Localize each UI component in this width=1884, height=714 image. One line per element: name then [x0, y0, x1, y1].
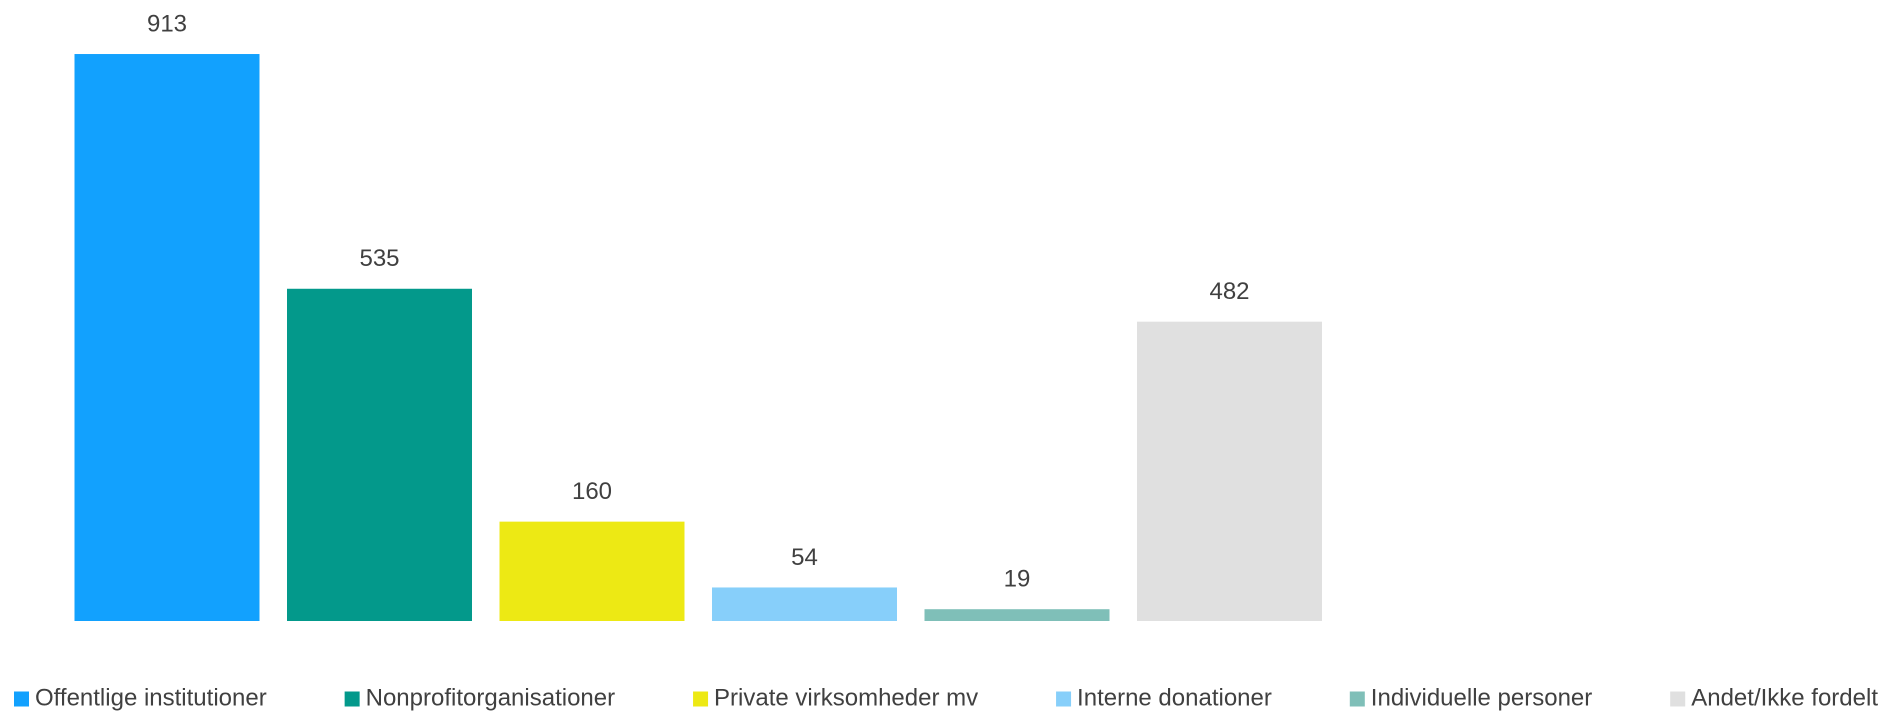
legend-label: Offentlige institutioner	[35, 684, 267, 711]
legend-swatch	[1349, 691, 1365, 707]
data-label: 482	[1209, 278, 1249, 305]
legend-swatch	[344, 691, 360, 707]
bar	[712, 587, 897, 621]
legend-label: Private virksomheder mv	[714, 684, 978, 711]
data-label: 913	[147, 10, 187, 37]
bar	[924, 609, 1110, 621]
legend-swatch	[1056, 691, 1072, 707]
legend-label: Interne donationer	[1077, 684, 1272, 711]
legend-swatch	[693, 691, 709, 707]
bar	[1137, 321, 1322, 621]
bar	[74, 54, 260, 622]
bar	[287, 288, 472, 621]
legend-swatch	[14, 691, 29, 707]
data-label: 54	[791, 544, 818, 571]
legend-swatch	[1670, 691, 1686, 707]
legend-label: Individuelle personer	[1371, 684, 1592, 711]
data-label: 19	[1004, 566, 1031, 593]
data-label: 535	[359, 245, 399, 272]
legend-label: Andet/Ikke fordelt	[1691, 684, 1878, 711]
legend-label: Nonprofitorganisationer	[366, 684, 615, 711]
bar	[499, 521, 685, 621]
data-label: 160	[572, 478, 612, 505]
